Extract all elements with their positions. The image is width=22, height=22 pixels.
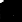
Text: 109: 109 bbox=[6, 3, 22, 22]
Bar bbox=[5, 14, 6, 17]
Text: 106: 106 bbox=[17, 0, 22, 22]
Bar bbox=[6, 14, 15, 16]
Text: 108: 108 bbox=[17, 0, 22, 22]
Bar bbox=[4, 14, 6, 15]
Text: 117: 117 bbox=[17, 0, 22, 22]
Text: 101: 101 bbox=[20, 0, 22, 19]
Text: 105: 105 bbox=[17, 2, 22, 22]
Text: 115: 115 bbox=[17, 0, 22, 22]
Bar bbox=[10, 14, 11, 19]
Text: 116: 116 bbox=[4, 3, 22, 22]
Bar bbox=[4, 13, 17, 14]
Bar bbox=[5, 14, 16, 17]
Bar bbox=[5, 14, 16, 17]
Bar bbox=[15, 14, 16, 17]
Text: 104: 104 bbox=[17, 1, 22, 22]
Text: 110: 110 bbox=[17, 0, 22, 22]
Text: 113: 113 bbox=[17, 0, 22, 22]
Text: 102: 102 bbox=[17, 0, 22, 22]
Bar bbox=[3, 19, 18, 20]
Bar bbox=[5, 0, 16, 3]
Text: 114: 114 bbox=[17, 0, 22, 22]
Text: 112: 112 bbox=[8, 3, 22, 22]
Bar bbox=[15, 14, 17, 15]
Text: 103: 103 bbox=[17, 0, 22, 22]
Text: 111: 111 bbox=[2, 1, 22, 22]
